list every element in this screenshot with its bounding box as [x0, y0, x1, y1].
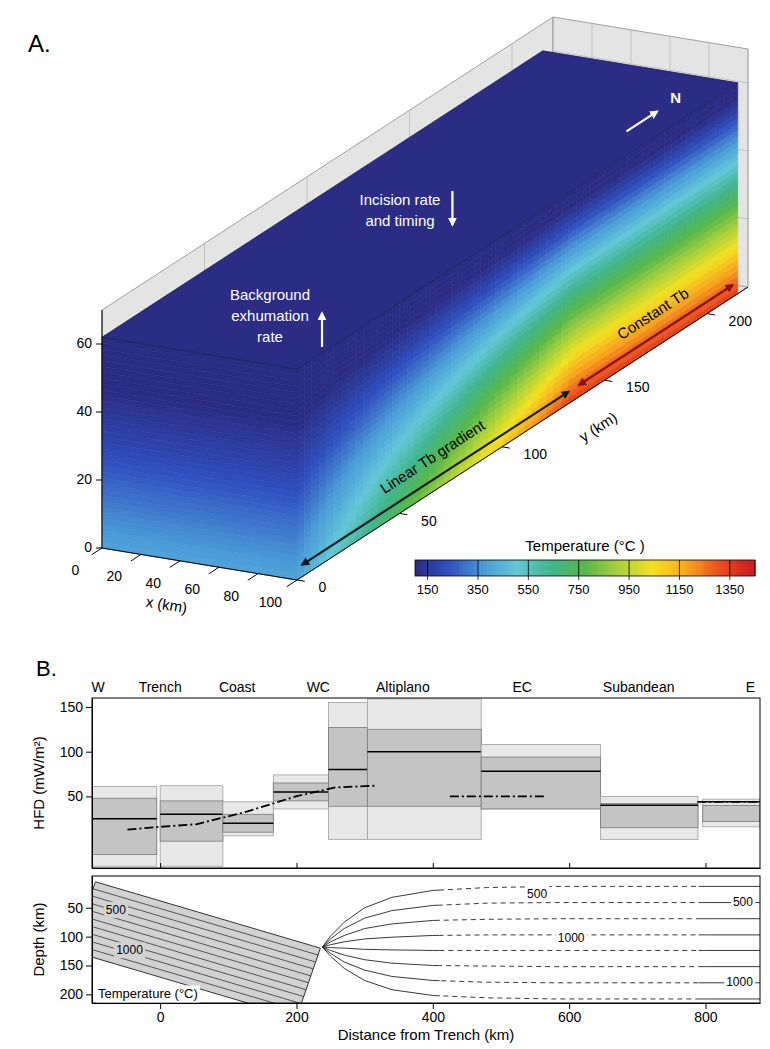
grid-line: [297, 287, 748, 580]
grid: [102, 17, 748, 580]
grid-line: [748, 49, 749, 287]
grid-line: [102, 310, 103, 548]
figure: 0204060801000501001502000204060x (km)y (…: [0, 0, 770, 1049]
panel-a: 0204060801000501001502000204060x (km)y (…: [28, 17, 756, 616]
